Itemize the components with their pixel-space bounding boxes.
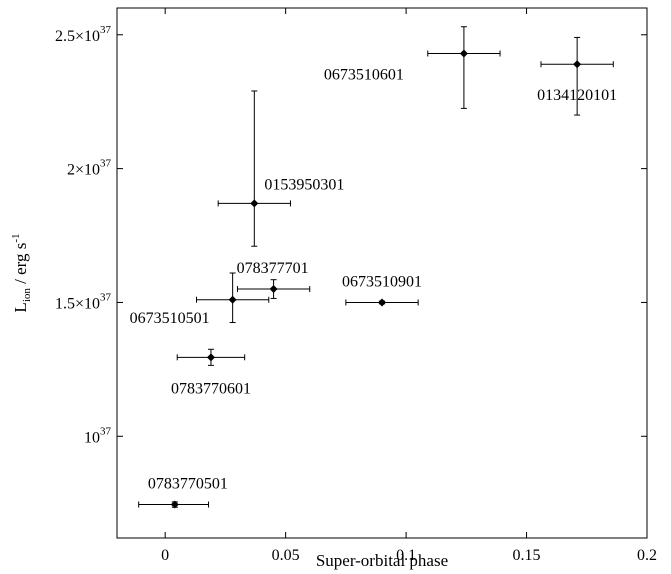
data-points: 0783770501 0783770601 0673510501 078377701 0… [130, 26, 617, 509]
y-tick-label: 2×1037 [67, 158, 112, 179]
y-axis-label-rest: / erg s [11, 243, 30, 289]
data-point-marker [378, 298, 386, 307]
y-axis-label-sup: -1 [10, 233, 22, 242]
data-point-group: 0673510501 [130, 272, 270, 327]
data-point-group: 078377701 [237, 260, 311, 299]
data-point-label: 0783770501 [148, 476, 228, 493]
x-tick-label: 0 [161, 547, 169, 564]
data-point-group: 0783770501 [138, 476, 228, 509]
data-point-label: 0783770601 [171, 380, 251, 397]
y-tick-label: 2.5×1037 [55, 24, 112, 45]
y-tick-label-mantissa: 2× [67, 162, 84, 179]
y-axis-label-sub: ion [21, 288, 33, 303]
data-point-marker [170, 500, 179, 509]
data-point-group: 0153950301 [217, 90, 344, 247]
x-tick-label: 0.15 [513, 547, 541, 564]
y-tick-label: 1.5×1037 [55, 291, 112, 312]
y-tick-label: 1037 [84, 425, 112, 446]
data-point-marker [250, 199, 259, 208]
x-tick-label: 0.1 [396, 547, 416, 564]
data-point-group: 0134120101 [537, 36, 617, 116]
data-point-label: 0673510601 [324, 67, 404, 84]
y-tick-label-mantissa: 1.5× [55, 295, 84, 312]
y-tick-label-base: 10 [84, 295, 100, 312]
data-point-group: 0673510901 [342, 273, 422, 307]
y-tick-label-exponent: 37 [100, 158, 112, 170]
data-point-marker [206, 353, 215, 362]
data-point-label: 0153950301 [264, 176, 344, 193]
data-point-label: 0134120101 [537, 87, 617, 104]
y-tick-label-base: 10 [84, 429, 100, 446]
data-point-marker [573, 60, 582, 69]
y-tick-label-mantissa: 2.5× [55, 28, 84, 45]
y-tick-label-base: 10 [84, 162, 100, 179]
y-tick-label-exponent: 37 [100, 24, 112, 36]
x-axis-ticks: 0 0.05 0.1 0.15 0.2 [161, 8, 657, 564]
y-axis-label-base: L [11, 302, 30, 312]
data-point-group: 0673510601 [324, 26, 501, 109]
plot-frame [116, 7, 648, 539]
data-point-marker [269, 285, 278, 294]
x-tick-label: 0.05 [272, 547, 300, 564]
data-point-marker [459, 49, 468, 58]
x-axis-label: Super-orbital phase [316, 551, 448, 570]
data-point-label: 078377701 [237, 260, 309, 277]
y-tick-label-exponent: 37 [100, 425, 112, 437]
data-point-group: 0783770601 [171, 348, 251, 397]
data-point-label: 0673510501 [130, 310, 210, 327]
y-tick-label-base: 10 [84, 28, 100, 45]
y-axis-label: Lion / erg s-1 [10, 233, 33, 312]
x-tick-label: 0.2 [637, 547, 657, 564]
data-point-label: 0673510901 [342, 273, 422, 290]
y-tick-label-exponent: 37 [100, 291, 112, 303]
data-point-marker [228, 295, 237, 304]
